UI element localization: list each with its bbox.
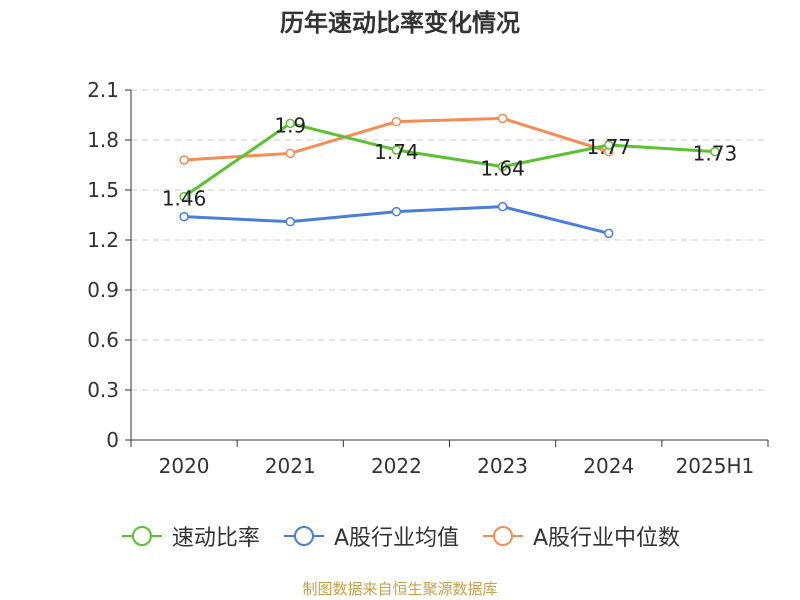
data-point	[285, 216, 295, 227]
legend-item-speed-ratio[interactable]: 速动比率	[120, 520, 260, 552]
data-point	[391, 145, 402, 155]
x-tick-label: 2024	[583, 454, 634, 478]
y-tick-label: 1.2	[87, 228, 119, 252]
data-label: 1.46	[162, 187, 207, 211]
y-tick-label: 0.3	[87, 378, 119, 402]
data-point	[391, 116, 402, 127]
x-tick-label: 2022	[371, 454, 422, 478]
data-point	[710, 146, 720, 157]
x-tick-label: 2021	[265, 454, 316, 478]
legend-item-industry-mean[interactable]: A股行业均值	[282, 520, 459, 552]
x-tick-label: 2020	[159, 454, 210, 478]
data-point	[179, 211, 189, 222]
y-tick-label: 1.8	[87, 128, 119, 152]
data-point	[604, 228, 614, 239]
data-point	[391, 206, 402, 217]
source-note: 制图数据来自恒生聚源数据库	[302, 580, 498, 598]
data-label: 1.9	[274, 113, 306, 137]
y-tick-label: 0	[106, 428, 119, 452]
data-point	[497, 113, 508, 124]
legend-item-industry-median[interactable]: A股行业中位数	[481, 520, 680, 552]
data-label: 1.74	[374, 140, 419, 164]
legend-label: A股行业中位数	[533, 526, 681, 551]
y-tick-label: 1.5	[87, 178, 119, 202]
y-tick-label: 0.6	[87, 328, 119, 352]
data-point	[604, 140, 614, 150]
data-point	[179, 191, 189, 202]
series-line	[183, 121, 716, 198]
data-label: 1.73	[693, 142, 738, 166]
legend-marker-icon	[483, 526, 523, 546]
data-point	[285, 118, 295, 129]
chart-title: 历年速动比率变化情况	[280, 9, 520, 37]
x-tick-label: 2025H1	[676, 454, 755, 478]
y-tick-label: 2.1	[87, 78, 119, 102]
data-point	[497, 161, 508, 172]
legend-marker-icon	[283, 526, 324, 546]
data-label: 1.77	[586, 135, 631, 159]
data-point	[497, 201, 508, 212]
chart-legend: 速动比率 A股行业均值 A股行业中位数	[0, 520, 800, 552]
legend-label: 速动比率	[171, 526, 260, 551]
data-point	[179, 155, 189, 165]
y-tick-label: 0.9	[87, 278, 119, 302]
x-tick-label: 2023	[477, 454, 528, 478]
data-label: 1.64	[480, 157, 525, 181]
data-point	[285, 148, 295, 159]
legend-label: A股行业均值	[333, 526, 459, 551]
legend-marker-icon	[121, 526, 162, 546]
